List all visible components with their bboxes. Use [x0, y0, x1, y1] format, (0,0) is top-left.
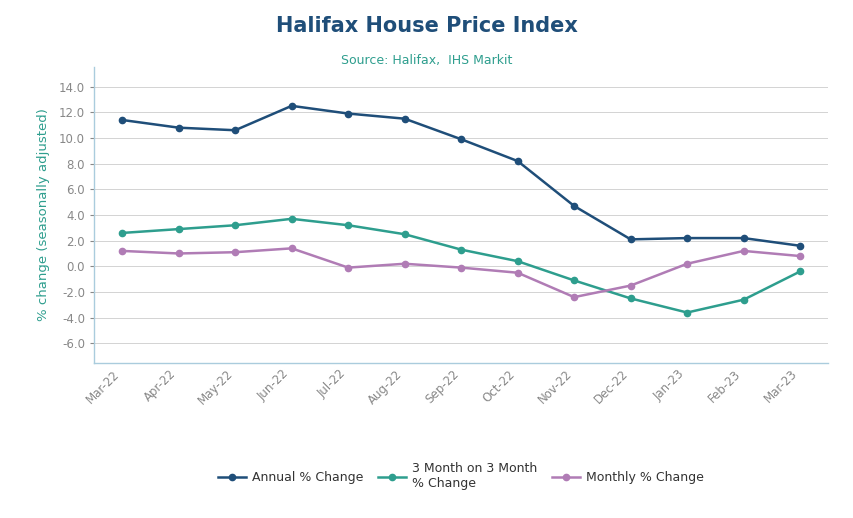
Monthly % Change	[399, 261, 409, 267]
3 Month on 3 Month
% Change	[173, 226, 183, 232]
Legend: Annual % Change, 3 Month on 3 Month
% Change, Monthly % Change: Annual % Change, 3 Month on 3 Month % Ch…	[213, 457, 708, 495]
3 Month on 3 Month
% Change	[568, 277, 578, 283]
Annual % Change	[399, 116, 409, 122]
Monthly % Change	[229, 249, 240, 255]
3 Month on 3 Month
% Change	[512, 258, 522, 264]
3 Month on 3 Month
% Change	[343, 222, 353, 228]
Annual % Change	[624, 236, 635, 242]
Monthly % Change	[738, 248, 748, 254]
Monthly % Change	[287, 245, 297, 251]
3 Month on 3 Month
% Change	[794, 268, 804, 275]
Line: 3 Month on 3 Month
% Change: 3 Month on 3 Month % Change	[119, 215, 803, 315]
3 Month on 3 Month
% Change	[287, 215, 297, 222]
Monthly % Change	[512, 270, 522, 276]
Monthly % Change	[794, 253, 804, 259]
Annual % Change	[568, 203, 578, 209]
3 Month on 3 Month
% Change	[229, 222, 240, 228]
3 Month on 3 Month
% Change	[456, 247, 466, 253]
Y-axis label: % change (seasonally adjusted): % change (seasonally adjusted)	[38, 109, 50, 321]
Monthly % Change	[173, 250, 183, 256]
3 Month on 3 Month
% Change	[624, 295, 635, 301]
3 Month on 3 Month
% Change	[682, 309, 692, 315]
Monthly % Change	[117, 248, 127, 254]
Annual % Change	[738, 235, 748, 241]
Monthly % Change	[568, 294, 578, 300]
Annual % Change	[512, 158, 522, 164]
Text: Halifax House Price Index: Halifax House Price Index	[276, 16, 577, 36]
Annual % Change	[682, 235, 692, 241]
Annual % Change	[117, 117, 127, 123]
Line: Monthly % Change: Monthly % Change	[119, 245, 803, 300]
Monthly % Change	[343, 265, 353, 271]
Annual % Change	[456, 136, 466, 142]
Monthly % Change	[456, 265, 466, 271]
Monthly % Change	[624, 282, 635, 289]
Line: Annual % Change: Annual % Change	[119, 103, 803, 249]
Monthly % Change	[682, 261, 692, 267]
Annual % Change	[229, 127, 240, 133]
Annual % Change	[794, 242, 804, 249]
Annual % Change	[287, 103, 297, 109]
3 Month on 3 Month
% Change	[399, 231, 409, 237]
Annual % Change	[343, 110, 353, 117]
3 Month on 3 Month
% Change	[738, 297, 748, 303]
Annual % Change	[173, 124, 183, 131]
3 Month on 3 Month
% Change	[117, 230, 127, 236]
Text: Source: Halifax,  IHS Markit: Source: Halifax, IHS Markit	[341, 54, 512, 67]
